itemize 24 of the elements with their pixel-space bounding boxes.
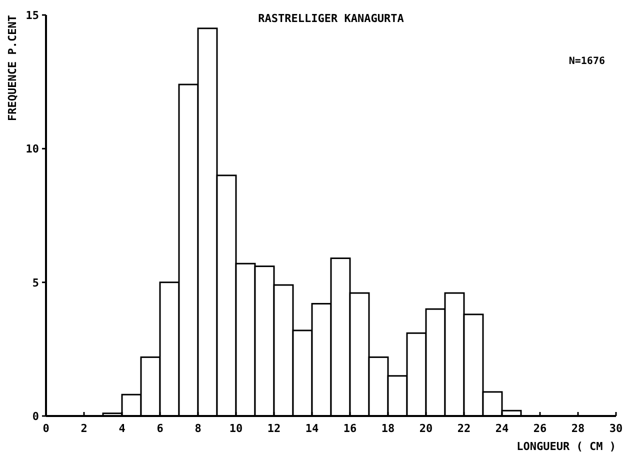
x-tick-label: 12 [267,422,281,435]
x-tick-label: 2 [80,422,88,435]
y-tick-label: 5 [32,276,39,290]
x-tick-label: 16 [343,422,357,435]
annotation: N=1676 [568,56,605,67]
x-tick-label: 26 [533,422,547,435]
x-tick-label: 14 [305,422,319,435]
x-tick-label: 22 [457,422,471,435]
y-tick-label: 15 [26,9,39,22]
y-axis-title: FREQUENCE P.CENT [6,14,19,121]
y-tick-label: 0 [32,410,39,423]
x-tick-label: 6 [156,422,164,435]
x-axis-title: LONGUEUR ( CM ) [516,440,616,453]
x-tick-label: 20 [419,422,433,435]
x-tick-label: 0 [42,422,50,435]
x-tick-label: 28 [571,422,585,435]
x-tick-label: 18 [381,422,395,435]
x-tick-label: 4 [118,422,126,435]
x-tick-label: 10 [229,422,243,435]
x-tick-label: 8 [194,422,202,435]
chart-title: RASTRELLIGER KANAGURTA [258,12,404,25]
x-tick-label: 24 [495,422,509,435]
x-tick-label: 30 [609,422,623,435]
y-tick-label: 10 [26,142,39,156]
